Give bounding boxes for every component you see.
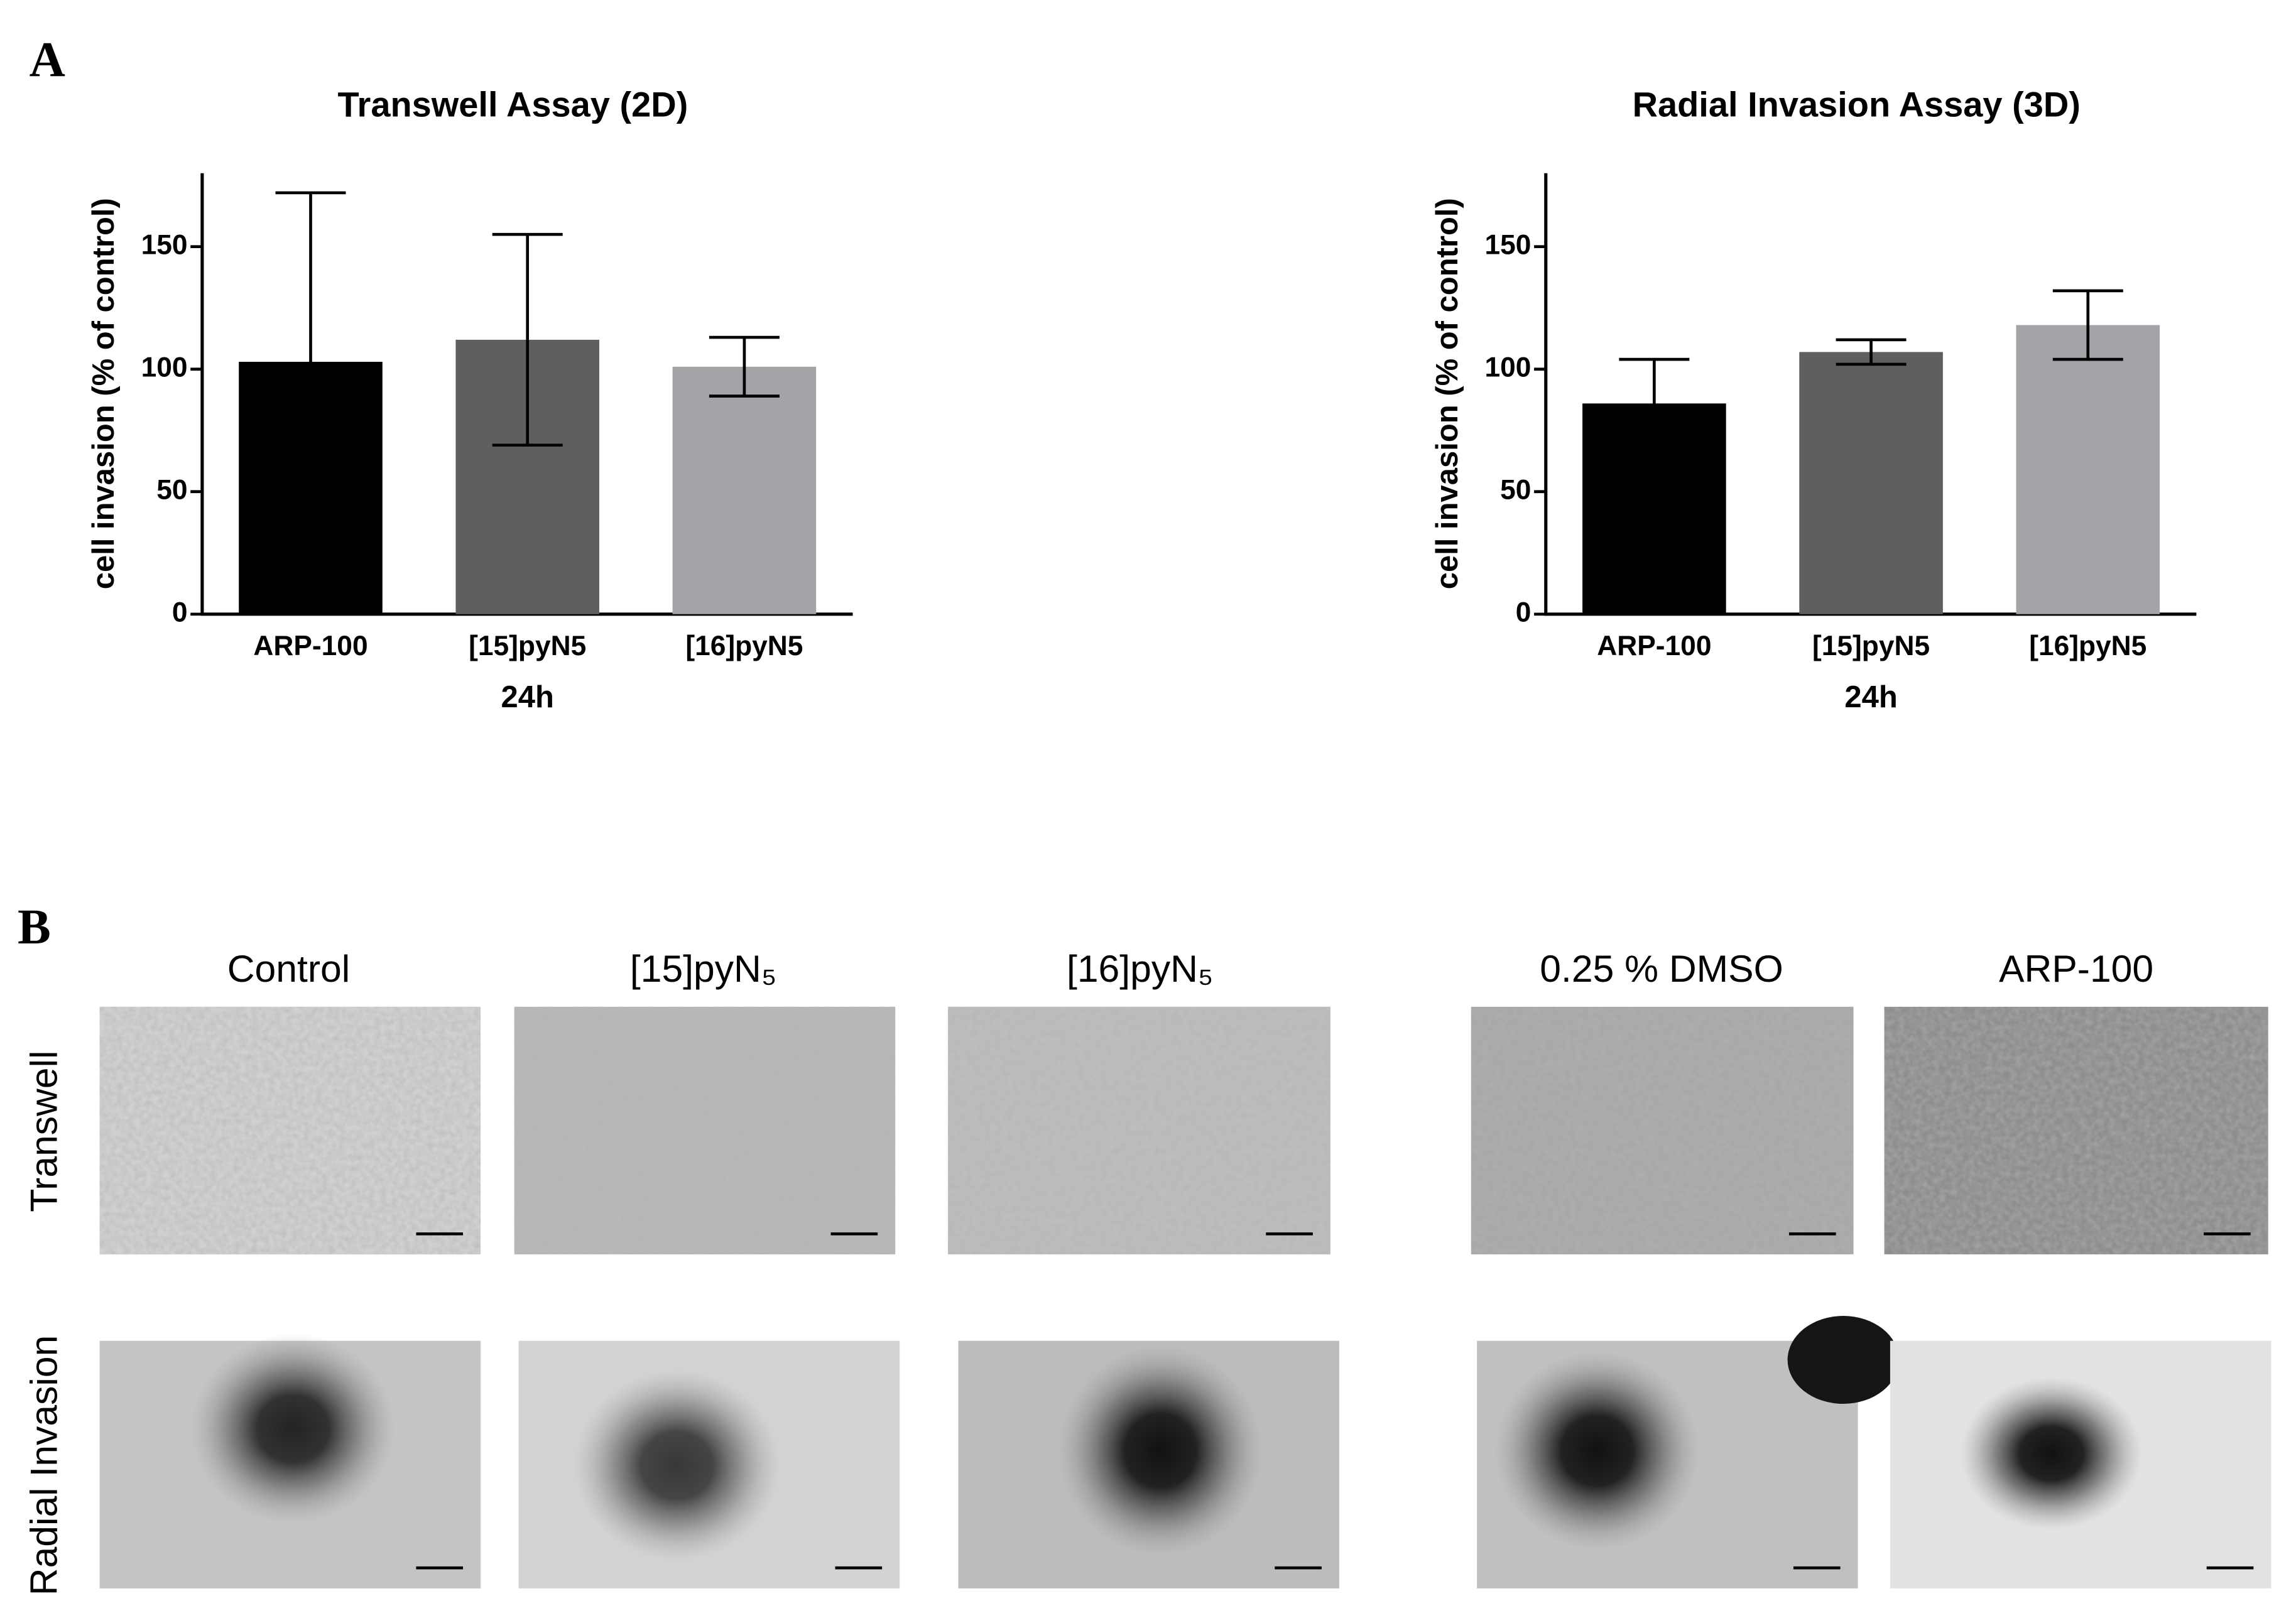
column-header: [16]pyN₅ [1067, 947, 1213, 990]
y-tick-label: 50 [1500, 474, 1531, 505]
column-header: ARP-100 [1999, 947, 2153, 990]
y-tick-label: 150 [141, 229, 188, 260]
spheroid [574, 1370, 780, 1561]
column-header: 0.25 % DMSO [1540, 947, 1783, 990]
texture [948, 1006, 1330, 1255]
y-tick-label: 0 [172, 597, 188, 627]
y-tick-label: 0 [1516, 597, 1532, 627]
x-tick-label: [16]pyN5 [2029, 631, 2146, 661]
texture [1884, 1006, 2268, 1255]
y-tick-label: 150 [1485, 229, 1532, 260]
error-bar [1619, 357, 1690, 449]
y-tick-label: 100 [1485, 352, 1532, 383]
x-axis-label: 24h [1844, 680, 1897, 714]
spheroid [190, 1333, 396, 1524]
panel-label: A [30, 32, 65, 87]
column-header: Control [227, 947, 350, 990]
y-tick-label: 100 [141, 352, 188, 383]
x-tick-label: [16]pyN5 [685, 631, 803, 661]
spheroid [1960, 1377, 2143, 1530]
micrographs [99, 1006, 2272, 1588]
column-header: [15]pyN₅ [630, 947, 776, 990]
y-axis-label: cell invasion (% of control) [1430, 198, 1464, 589]
scale-bars [416, 1232, 2254, 1570]
texture [1471, 1006, 1854, 1255]
error-bar [492, 232, 563, 447]
error-bar [275, 191, 346, 533]
y-tick-label: 50 [156, 474, 187, 505]
error-bar [2052, 289, 2123, 361]
bar [1799, 352, 1943, 614]
chart-title: Radial Invasion Assay (3D) [1633, 85, 2081, 124]
panel-label: B [18, 899, 51, 955]
bar [672, 366, 817, 614]
bar [2016, 325, 2160, 614]
chart-title: Transwell Assay (2D) [337, 85, 688, 124]
row-header: Radial Invasion [23, 1335, 65, 1596]
spheroid [1494, 1351, 1700, 1551]
error-bar [1836, 338, 1907, 366]
texture [99, 1006, 481, 1255]
texture [514, 1006, 896, 1255]
x-tick-label: [15]pyN5 [469, 631, 586, 661]
x-tick-label: ARP-100 [253, 631, 367, 661]
error-bar [709, 335, 780, 398]
x-axis-label: 24h [501, 680, 553, 714]
row-header: Transwell [23, 1051, 65, 1212]
x-tick-label: [15]pyN5 [1812, 631, 1930, 661]
spheroid [1787, 1316, 1899, 1404]
spheroid [1058, 1345, 1263, 1556]
y-axis-label: cell invasion (% of control) [87, 198, 121, 589]
x-tick-label: ARP-100 [1597, 631, 1711, 661]
